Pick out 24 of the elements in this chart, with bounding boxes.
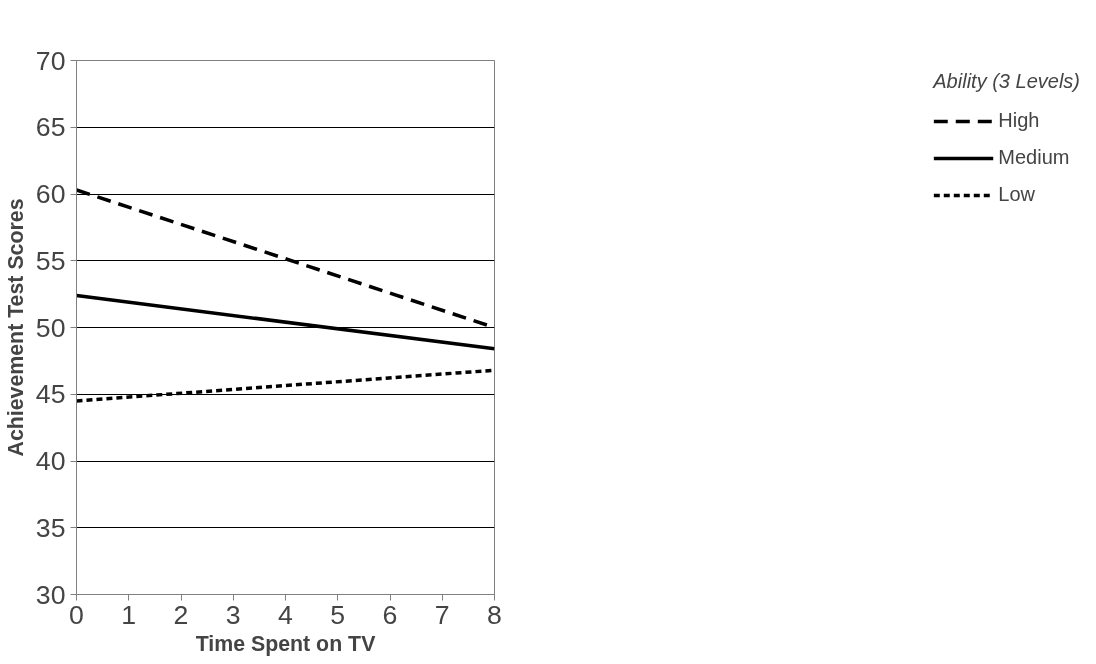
y-tick-label: 70 xyxy=(35,45,66,76)
legend-label: Low xyxy=(998,183,1035,206)
x-tick-label: 7 xyxy=(434,599,450,630)
y-tick-label: 45 xyxy=(35,379,66,410)
legend-title: Ability (3 Levels) xyxy=(933,70,1080,93)
y-tick-label: 40 xyxy=(35,446,66,476)
x-tick-label: 3 xyxy=(225,599,241,630)
x-tick-label: 0 xyxy=(69,599,84,630)
y-tick-label: 55 xyxy=(35,245,66,276)
y-tick-label: 30 xyxy=(35,579,66,610)
x-tick-label: 6 xyxy=(382,599,398,630)
y-tick-label: 50 xyxy=(35,312,66,343)
x-tick-label: 1 xyxy=(121,599,137,630)
y-tick-label: 60 xyxy=(35,179,66,209)
x-tick-label: 5 xyxy=(330,599,346,630)
y-axis-title: Achievement Test Scores xyxy=(3,198,28,457)
legend-label: Medium xyxy=(998,146,1070,169)
legend-label: High xyxy=(998,109,1040,132)
y-tick-label: 35 xyxy=(35,512,66,543)
y-tick-label: 65 xyxy=(35,112,66,143)
x-axis-title: Time Spent on TV xyxy=(195,631,377,656)
x-tick-label: 4 xyxy=(278,599,294,630)
x-tick-label: 8 xyxy=(487,599,502,630)
x-tick-label: 2 xyxy=(173,599,189,630)
